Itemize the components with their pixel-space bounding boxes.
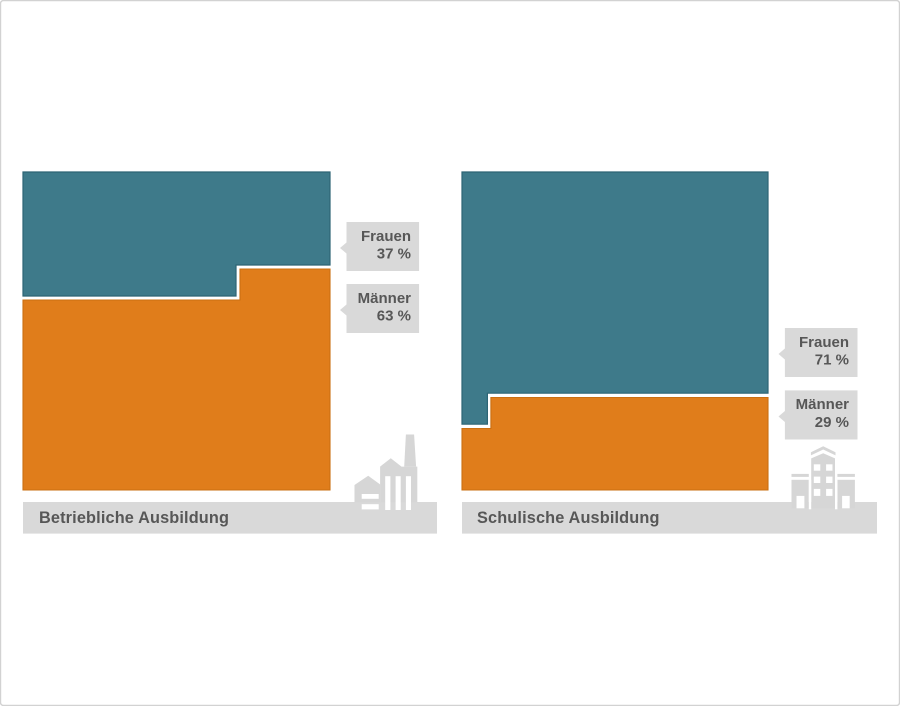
svg-text:Männer: Männer [796, 396, 850, 413]
svg-text:Betriebliche Ausbildung: Betriebliche Ausbildung [39, 509, 229, 527]
svg-text:Schulische Ausbildung: Schulische Ausbildung [477, 509, 660, 527]
svg-text:Frauen: Frauen [799, 334, 849, 351]
svg-text:29 %: 29 % [815, 414, 849, 431]
svg-text:71 %: 71 % [815, 352, 849, 369]
svg-text:Männer: Männer [358, 290, 412, 307]
svg-text:63 %: 63 % [377, 308, 411, 325]
svg-text:Frauen: Frauen [361, 228, 411, 245]
svg-text:37 %: 37 % [377, 246, 411, 263]
